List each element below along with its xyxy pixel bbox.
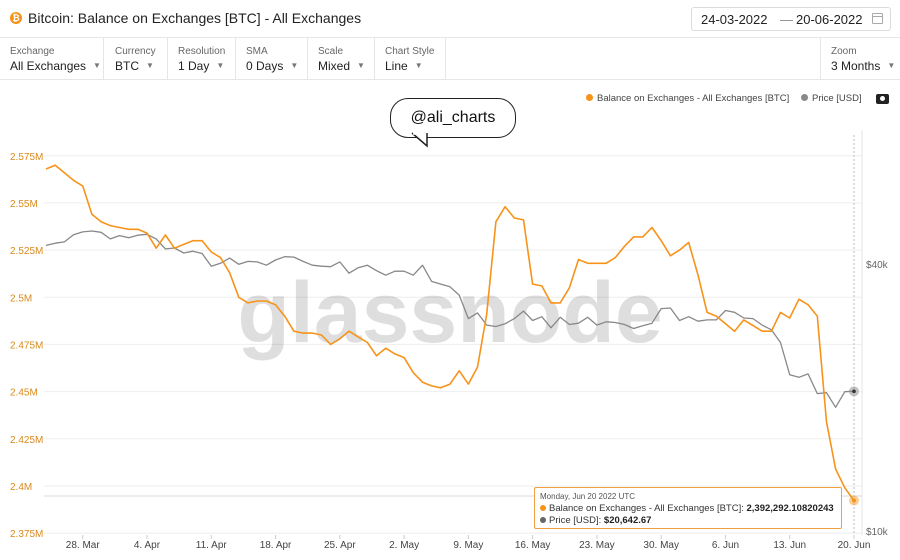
left-axis-tick-label: 2.375M: [10, 529, 43, 540]
tooltip-price-dot: [540, 517, 546, 523]
calendar-icon[interactable]: [872, 13, 883, 24]
currency-value[interactable]: BTC ▼: [115, 59, 154, 73]
x-axis-tick-label: 16. May: [515, 540, 551, 551]
scale-label: Scale: [318, 46, 344, 57]
chevron-down-icon: ▼: [414, 61, 423, 70]
resolution-label: Resolution: [178, 46, 226, 57]
annotation-text: @ali_charts: [410, 109, 496, 126]
left-axis-tick-label: 2.475M: [10, 340, 43, 351]
chart-style-label: Chart Style: [385, 46, 435, 57]
price-hover-marker-core: [852, 389, 856, 394]
zoom-label: Zoom: [831, 46, 857, 57]
left-axis-tick-label: 2.425M: [10, 435, 43, 446]
x-axis-tick-label: 28. Mar: [66, 540, 101, 551]
chevron-down-icon: ▼: [357, 61, 365, 70]
bitcoin-icon: ₿: [10, 12, 22, 24]
x-axis-tick-label: 11. Apr: [196, 540, 228, 551]
camera-icon[interactable]: [876, 94, 889, 104]
x-axis-tick-label: 13. Jun: [773, 540, 806, 551]
sma-label: SMA: [246, 46, 268, 57]
left-axis-tick-label: 2.575M: [10, 152, 43, 163]
zoom-select[interactable]: Zoom 3 Months ▼: [820, 38, 900, 80]
annotation-bubble-tail: [411, 132, 428, 148]
resolution-value[interactable]: 1 Day ▼: [178, 59, 225, 73]
scale-select[interactable]: Scale Mixed ▼: [308, 38, 375, 80]
x-axis-tick-label: 6. Jun: [712, 540, 739, 551]
chart-style-value[interactable]: Line ▼: [385, 59, 423, 73]
date-separator: —: [780, 12, 793, 27]
left-axis-tick-label: 2.525M: [10, 246, 43, 257]
chevron-down-icon: ▼: [290, 61, 299, 70]
x-axis-tick-label: 23. May: [579, 540, 615, 551]
tooltip-balance-dot: [540, 505, 546, 511]
legend-price[interactable]: Price [USD]: [801, 93, 862, 104]
right-axis-tick-label: $40k: [866, 260, 889, 271]
x-axis-tick-label: 25. Apr: [324, 540, 356, 551]
data-tooltip: Monday, Jun 20 2022 UTC Balance on Excha…: [534, 487, 842, 529]
chart-style-select[interactable]: Chart Style Line ▼: [375, 38, 446, 80]
legend-balance-dot: [586, 94, 593, 101]
grid: [44, 155, 862, 534]
scale-value[interactable]: Mixed ▼: [318, 59, 365, 73]
x-axis-tick-label: 2. May: [389, 540, 419, 551]
tooltip-balance-row: Balance on Exchanges - All Exchanges [BT…: [540, 503, 836, 515]
chart-title: Bitcoin: Balance on Exchanges [BTC] - Al…: [28, 10, 362, 26]
x-axis-tick-label: 18. Apr: [260, 540, 292, 551]
date-from[interactable]: 24-03-2022: [701, 12, 768, 27]
balance-price-chart: glassnode 2.375M 2.4M 2.425M 2.45M 2.475M 2.5…: [10, 130, 889, 551]
annotation-bubble: @ali_charts: [390, 98, 516, 138]
left-axis-tick-label: 2.45M: [10, 388, 38, 399]
legend-balance[interactable]: Balance on Exchanges - All Exchanges [BT…: [586, 93, 789, 104]
balance-hover-marker-core: [852, 498, 856, 503]
chevron-down-icon: ▼: [216, 61, 225, 70]
x-axis-tick-label: 4. Apr: [134, 540, 161, 551]
watermark: glassnode: [237, 265, 662, 361]
chevron-down-icon: ▼: [887, 61, 896, 70]
x-axis-tick-label: 30. May: [643, 540, 679, 551]
tooltip-balance-value: 2,392,292.10820243: [746, 503, 834, 514]
left-axis-tick-label: 2.55M: [10, 199, 38, 210]
date-to[interactable]: 20-06-2022: [796, 12, 863, 27]
currency-select[interactable]: Currency BTC ▼: [105, 38, 168, 80]
legend-price-dot: [801, 94, 808, 101]
left-axis-tick-label: 2.4M: [10, 482, 32, 493]
resolution-select[interactable]: Resolution 1 Day ▼: [168, 38, 236, 80]
balance-series-line: [45, 164, 855, 501]
chart-controls: Exchange All Exchanges ▼ Currency BTC ▼ Re…: [0, 38, 900, 80]
currency-label: Currency: [115, 46, 156, 57]
exchange-value[interactable]: All Exchanges ▼: [10, 59, 101, 73]
left-axis-tick-label: 2.5M: [10, 293, 32, 304]
chevron-down-icon: ▼: [93, 61, 101, 70]
tooltip-price-value: $20,642.67: [603, 515, 652, 526]
date-range-picker[interactable]: 24-03-2022 — 20-06-2022: [691, 7, 891, 31]
exchange-label: Exchange: [10, 46, 55, 57]
chart-header: ₿ Bitcoin: Balance on Exchanges [BTC] - …: [0, 0, 900, 38]
right-axis-tick-label: $10k: [866, 527, 889, 538]
exchange-select[interactable]: Exchange All Exchanges ▼: [0, 38, 104, 80]
series: [45, 135, 859, 535]
zoom-value[interactable]: 3 Months ▼: [831, 59, 896, 73]
axes: 2.375M 2.4M 2.425M 2.45M 2.475M 2.5M 2.525M 2.5…: [10, 130, 889, 551]
tooltip-price-row: Price [USD]: $20,642.67: [540, 515, 836, 527]
tooltip-date: Monday, Jun 20 2022 UTC: [540, 492, 636, 501]
x-axis-tick-label: 20. Jun: [838, 540, 871, 551]
chevron-down-icon: ▼: [146, 61, 154, 70]
price-series-line: [45, 230, 855, 408]
x-axis-tick-label: 9. May: [453, 540, 483, 551]
sma-value[interactable]: 0 Days ▼: [246, 59, 299, 73]
sma-select[interactable]: SMA 0 Days ▼: [236, 38, 308, 80]
